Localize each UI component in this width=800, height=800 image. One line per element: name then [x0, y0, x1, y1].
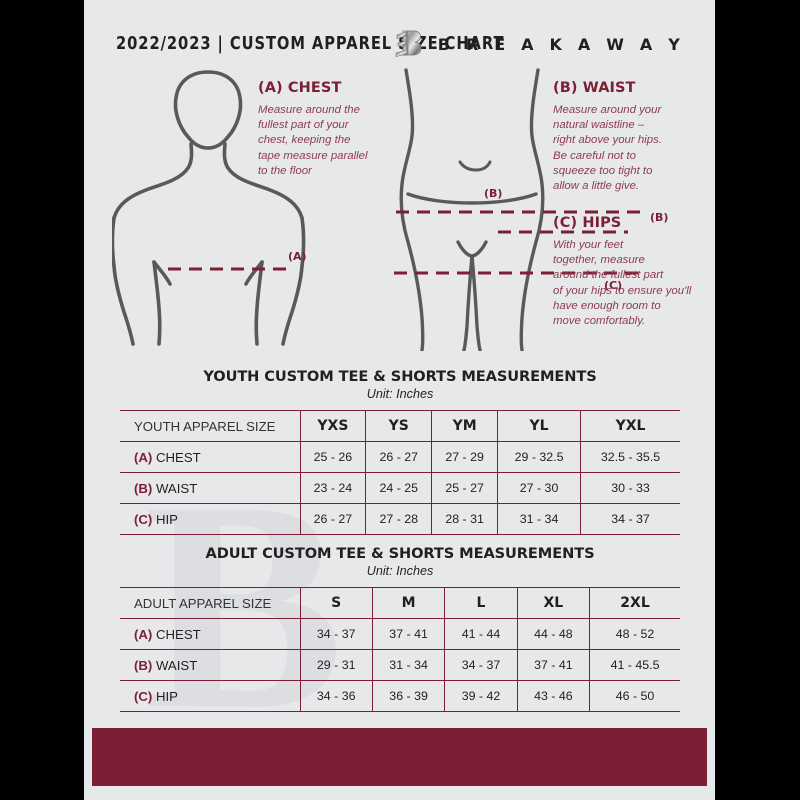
row-tag: (A) — [134, 626, 153, 642]
youth-cell-1-0: 23 - 24 — [299, 472, 366, 504]
hips-measure-tag: (C) — [604, 279, 623, 292]
callout-hips-title: (C) HIPS — [553, 215, 622, 231]
breakaway-b-logo-icon — [395, 30, 422, 57]
youth-cell-1-3: 27 - 30 — [497, 472, 581, 504]
adult-cell-1-3: 37 - 41 — [516, 649, 590, 681]
youth-cell-1-4: 30 - 33 — [580, 472, 680, 504]
adult-size-header-1: M — [371, 587, 445, 619]
waist-measure-tag: (B) — [650, 211, 669, 224]
row-tag: (B) — [134, 657, 153, 673]
youth-cell-2-2: 28 - 31 — [431, 503, 498, 535]
adult-cell-0-1: 37 - 41 — [371, 618, 445, 650]
youth-cell-0-1: 26 - 27 — [365, 441, 432, 473]
youth-row-label-0: (A) CHEST — [120, 441, 300, 473]
youth-cell-1-2: 25 - 27 — [431, 472, 498, 504]
adult-cell-0-4: 48 - 52 — [589, 618, 680, 650]
adult-size-table: ADULT APPAREL SIZE S M L XL 2XL (A) CHEST 34 - … — [120, 587, 680, 712]
callout-hips: (C) HIPS With your feet together, measur… — [553, 215, 705, 329]
youth-size-table: YOUTH APPAREL SIZE YXS YS YM YL YXL (A) CHEST 2… — [120, 410, 680, 535]
table-row: (B) WAIST 29 - 31 31 - 34 34 - 37 37 - 41 41 … — [120, 649, 680, 681]
brand-name: B R E A K A W A Y — [437, 34, 685, 54]
adult-cell-0-2: 41 - 44 — [444, 618, 518, 650]
adult-cell-1-0: 29 - 31 — [299, 649, 373, 681]
adult-row-label-1: (B) WAIST — [120, 649, 300, 681]
callout-chest-text: Measure around the fullest part of your … — [258, 104, 368, 177]
table-row: (C) HIP 34 - 36 36 - 39 39 - 42 43 - 46 46 - … — [120, 680, 680, 712]
youth-size-header-3: YL — [497, 410, 581, 442]
youth-size-header-0: YXS — [299, 410, 366, 442]
table-row: (C) HIP 26 - 27 27 - 28 28 - 31 31 - 34 34 - … — [120, 503, 680, 535]
youth-section: YOUTH CUSTOM TEE & SHORTS MEASUREMENTS U… — [120, 368, 680, 535]
row-tag: (C) — [134, 688, 153, 704]
adult-cell-1-4: 41 - 45.5 — [589, 649, 680, 681]
adult-row-label-2: (C) HIP — [120, 680, 300, 712]
chest-measure-line-icon — [168, 267, 288, 271]
brand-block: B R E A K A W A Y — [394, 26, 685, 62]
youth-cell-0-3: 29 - 32.5 — [497, 441, 581, 473]
adult-cell-2-4: 46 - 50 — [589, 680, 680, 712]
youth-header-row: YOUTH APPAREL SIZE YXS YS YM YL YXL — [120, 410, 680, 442]
youth-cell-2-4: 34 - 37 — [580, 503, 680, 535]
adult-row-label-0: (A) CHEST — [120, 618, 300, 650]
youth-cell-0-4: 32.5 - 35.5 — [580, 441, 680, 473]
adult-cell-0-3: 44 - 48 — [516, 618, 590, 650]
chest-measure-tag: (A) — [288, 250, 307, 263]
adult-cell-2-2: 39 - 42 — [444, 680, 518, 712]
adult-cell-2-1: 36 - 39 — [371, 680, 445, 712]
adult-section-title: ADULT CUSTOM TEE & SHORTS MEASUREMENTS — [205, 545, 595, 562]
male-torso-outline-icon — [112, 70, 306, 346]
youth-size-header-2: YM — [431, 410, 498, 442]
size-chart-page: B 2022/2023 | CUSTOM APPAREL SIZE CHART — [84, 0, 715, 800]
row-tag: (A) — [134, 449, 153, 465]
adult-cell-1-1: 31 - 34 — [371, 649, 445, 681]
callout-waist-text: Measure around your natural waistline – … — [553, 104, 662, 193]
table-row: (B) WAIST 23 - 24 24 - 25 25 - 27 27 - 30 30 … — [120, 472, 680, 504]
row-tag: (C) — [134, 511, 153, 527]
adult-size-header-4: 2XL — [589, 587, 680, 619]
waist-measure-tag-2: (B) — [484, 187, 503, 200]
measurement-illustrations: (A) (B) (C) (B) — [84, 66, 715, 356]
adult-section: ADULT CUSTOM TEE & SHORTS MEASUREMENTS U… — [120, 545, 680, 712]
page-header: 2022/2023 | CUSTOM APPAREL SIZE CHART — [84, 26, 715, 62]
adult-section-unit: Unit: Inches — [366, 564, 434, 578]
adult-cell-0-0: 34 - 37 — [299, 618, 373, 650]
table-row: (A) CHEST 34 - 37 37 - 41 41 - 44 44 - 48 48 … — [120, 618, 680, 650]
adult-cell-2-0: 34 - 36 — [299, 680, 373, 712]
callout-chest: (A) CHEST Measure around the fullest par… — [258, 80, 408, 179]
youth-cell-0-2: 27 - 29 — [431, 441, 498, 473]
youth-cell-2-0: 26 - 27 — [299, 503, 366, 535]
adult-size-header-3: XL — [516, 587, 590, 619]
callout-hips-text: With your feet together, measure around … — [553, 239, 692, 328]
adult-cell-2-3: 43 - 46 — [516, 680, 590, 712]
adult-size-header-2: L — [444, 587, 518, 619]
youth-apparel-size-label: YOUTH APPAREL SIZE — [120, 410, 300, 442]
youth-size-header-4: YXL — [580, 410, 680, 442]
youth-cell-2-1: 27 - 28 — [365, 503, 432, 535]
youth-size-header-1: YS — [365, 410, 432, 442]
youth-row-label-2: (C) HIP — [120, 503, 300, 535]
youth-section-title: YOUTH CUSTOM TEE & SHORTS MEASUREMENTS — [203, 368, 597, 385]
adult-size-header-0: S — [299, 587, 373, 619]
adult-header-row: ADULT APPAREL SIZE S M L XL 2XL — [120, 587, 680, 619]
adult-apparel-size-label: ADULT APPAREL SIZE — [120, 587, 300, 619]
waist-measure-line-icon — [498, 230, 628, 234]
row-tag: (B) — [134, 480, 153, 496]
callout-chest-title: (A) CHEST — [258, 80, 342, 96]
youth-cell-0-0: 25 - 26 — [299, 441, 366, 473]
callout-waist: (B) WAIST Measure around your natural wa… — [553, 80, 705, 194]
adult-cell-1-2: 34 - 37 — [444, 649, 518, 681]
youth-cell-2-3: 31 - 34 — [497, 503, 581, 535]
youth-row-label-1: (B) WAIST — [120, 472, 300, 504]
footer-bar — [92, 728, 707, 786]
youth-cell-1-1: 24 - 25 — [365, 472, 432, 504]
callout-waist-title: (B) WAIST — [553, 80, 636, 96]
youth-section-unit: Unit: Inches — [366, 387, 434, 401]
table-row: (A) CHEST 25 - 26 26 - 27 27 - 29 29 - 32.5 3… — [120, 441, 680, 473]
